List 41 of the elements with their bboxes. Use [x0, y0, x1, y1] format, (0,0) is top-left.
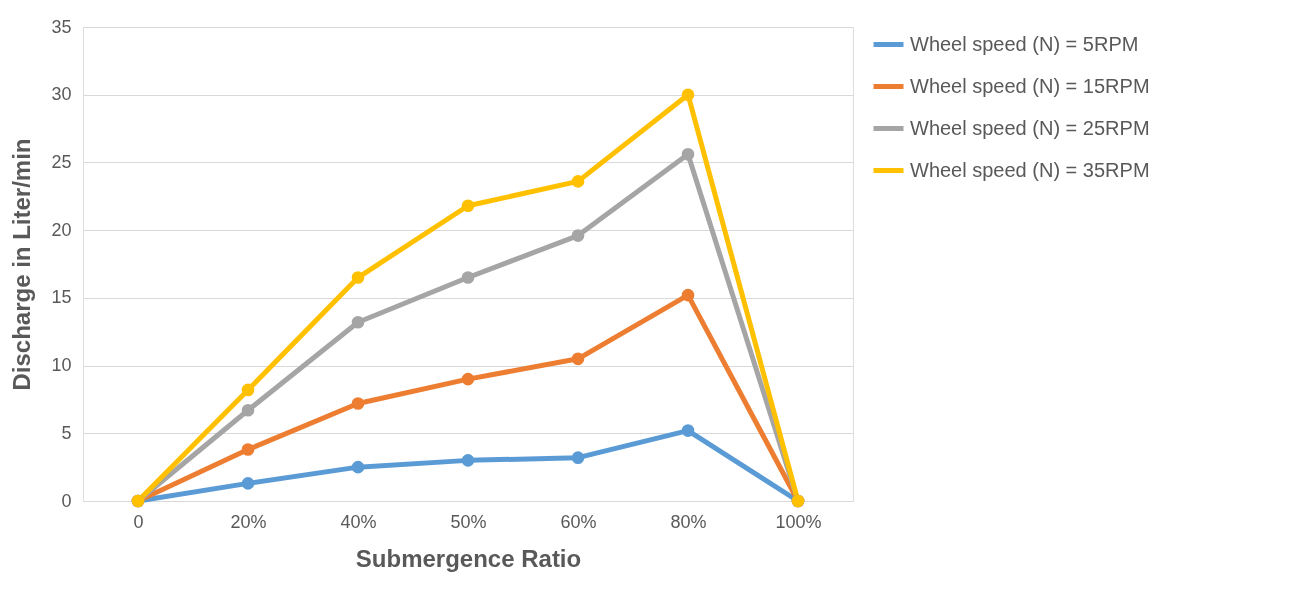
point — [351, 397, 365, 410]
y-axis-title: Discharge in Liter/min — [8, 138, 36, 391]
x-tick-label: 40% — [340, 511, 377, 532]
x-tick-label: 0 — [133, 511, 144, 532]
x-tick-label: 100% — [775, 511, 822, 532]
point — [461, 454, 475, 467]
y-tick-label: 25 — [51, 151, 72, 172]
point — [571, 451, 585, 464]
point — [461, 199, 475, 213]
point — [461, 372, 475, 386]
point — [571, 175, 585, 188]
point — [681, 147, 695, 161]
x-axis-title: Submergence Ratio — [355, 544, 582, 572]
x-tick-label: 80% — [670, 511, 707, 532]
y-tick-label: 20 — [51, 219, 72, 240]
point — [681, 424, 695, 437]
point — [681, 288, 695, 302]
legend-label: Wheel speed (N) = 15RPM — [910, 74, 1150, 97]
point — [571, 352, 585, 366]
y-tick-label: 10 — [51, 355, 72, 376]
point — [351, 460, 365, 474]
point — [241, 477, 255, 490]
y-tick-label: 35 — [51, 16, 72, 37]
point — [241, 403, 255, 417]
y-tick-label: 30 — [51, 84, 72, 105]
point — [461, 271, 475, 284]
x-tick-label: 50% — [450, 511, 487, 532]
point — [241, 383, 255, 397]
point — [351, 271, 365, 284]
legend-label: Wheel speed (N) = 5RPM — [910, 32, 1139, 55]
y-tick-label: 0 — [61, 490, 72, 511]
legend-label: Wheel speed (N) = 35RPM — [910, 158, 1150, 181]
legend-label: Wheel speed (N) = 25RPM — [910, 116, 1150, 139]
point — [571, 229, 585, 242]
y-tick-label: 15 — [51, 287, 72, 308]
y-tick-label: 5 — [61, 422, 72, 443]
x-tick-label: 60% — [560, 511, 597, 532]
point — [351, 315, 365, 329]
x-tick-label: 20% — [230, 511, 267, 532]
point — [241, 443, 255, 456]
point — [681, 88, 695, 102]
